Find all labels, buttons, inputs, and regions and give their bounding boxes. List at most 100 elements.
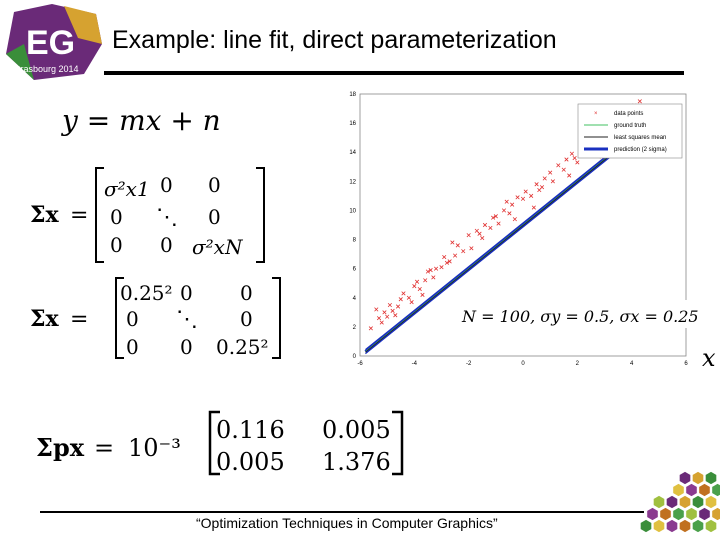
data-point <box>425 269 430 274</box>
data-point <box>444 260 450 265</box>
data-point <box>466 233 471 238</box>
logo-green-shape <box>6 44 34 80</box>
data-point <box>515 195 520 200</box>
data-point <box>561 167 566 172</box>
data-point <box>550 179 555 184</box>
matrix2-r3c3: 0.25² <box>216 335 269 359</box>
matrix1-r3c1: 0 <box>110 233 123 257</box>
sigma-x-matrix-2: Σx = 0.25² 0 0 0 ⋱ 0 0 0 0.25² <box>30 277 281 359</box>
legend-truth: ground truth <box>614 123 646 129</box>
noise-params: N = 100, σy = 0.5, σx = 0.25 <box>461 307 699 326</box>
data-point <box>520 196 526 201</box>
x-tick-label: -6 <box>357 361 363 367</box>
matrix2-ddots: ⋱ <box>176 307 198 332</box>
matrix1-r3c2: 0 <box>160 233 173 257</box>
data-point <box>564 157 569 162</box>
data-point <box>433 266 439 271</box>
logo-subtext: Strasbourg 2014 <box>12 64 79 74</box>
data-point <box>488 225 493 230</box>
data-point <box>420 292 425 297</box>
y-tick-label: 0 <box>353 354 357 360</box>
hexagon-tile <box>685 483 698 497</box>
logo-orange-shape <box>64 6 102 44</box>
data-point <box>529 193 534 198</box>
y-ticks: 0 2 4 6 8 10 12 14 16 18 <box>349 92 356 360</box>
hexagon-tile <box>666 495 678 509</box>
data-point <box>531 205 536 210</box>
matrix1-ddots: ⋱ <box>156 205 178 230</box>
least-squares-line <box>365 120 654 353</box>
matrix2-r1c3: 0 <box>240 281 253 305</box>
y-tick-label: 14 <box>349 150 356 156</box>
result-right-bracket <box>392 410 404 476</box>
hexagon-tile <box>640 519 652 533</box>
data-point <box>442 254 447 260</box>
y-tick-label: 8 <box>353 238 357 244</box>
data-point <box>385 314 390 319</box>
hexagon-tile <box>672 483 685 497</box>
hexagon-tile <box>679 495 691 509</box>
x-tick-label: 6 <box>684 361 688 367</box>
data-point <box>406 295 411 300</box>
data-point <box>523 189 528 194</box>
data-point <box>556 163 561 168</box>
hexagon-tile <box>653 519 665 533</box>
data-point <box>368 326 373 331</box>
hexagon-tile <box>653 495 665 509</box>
x-tick-label: 2 <box>576 361 580 367</box>
result-left-bracket <box>208 410 220 476</box>
result-a: 0.116 <box>216 416 285 444</box>
data-point <box>496 221 501 226</box>
data-point <box>439 265 444 270</box>
data-point <box>412 284 417 289</box>
legend-points: data points <box>614 111 643 117</box>
x-tick-label: 4 <box>630 361 634 367</box>
matrix1-r2c3: 0 <box>208 205 221 229</box>
sigma-x-label-2: Σx <box>30 306 60 332</box>
data-point <box>409 300 414 305</box>
data-point <box>504 199 509 204</box>
matrix1-right-bracket <box>256 167 265 263</box>
eg-logo: EG Strasbourg 2014 <box>6 4 102 80</box>
footer-rule <box>40 511 644 513</box>
matrix1-left-bracket <box>95 167 104 263</box>
matrix1-r1c2: 0 <box>160 173 173 197</box>
data-point <box>501 208 507 213</box>
hexagon-tile <box>666 519 678 533</box>
data-point <box>379 320 384 325</box>
hexagon-tile <box>679 471 691 485</box>
result-b: 0.005 <box>322 416 391 444</box>
sigma-px-label: Σpx <box>36 433 85 462</box>
y-tick-label: 10 <box>349 208 356 214</box>
title-underline <box>104 71 684 75</box>
y-tick-label: 6 <box>353 267 357 273</box>
data-point <box>482 222 488 228</box>
matrix2-right-bracket <box>272 277 281 359</box>
data-point <box>417 286 422 292</box>
matrix2-r3c2: 0 <box>180 335 193 359</box>
data-point <box>453 253 458 258</box>
x-axis-label: x <box>702 344 716 372</box>
hexagon-cluster <box>640 471 720 533</box>
data-point <box>428 268 433 273</box>
data-point <box>512 217 517 222</box>
matrix2-r2c1: 0 <box>126 307 139 331</box>
hexagon-tile <box>711 483 720 497</box>
hexagon-tile <box>692 495 704 509</box>
model-equation: y = mx + n <box>62 104 221 137</box>
hexagon-tile <box>692 519 704 533</box>
data-point <box>572 155 577 161</box>
sigma-x-label-1: Σx <box>30 202 60 228</box>
params-backdrop <box>456 300 712 328</box>
matrix1-r2c1: 0 <box>110 205 123 229</box>
y-tick-label: 12 <box>349 179 356 185</box>
matrix1-r1c3: 0 <box>208 173 221 197</box>
hexagon-tile <box>659 507 672 521</box>
data-point <box>575 160 580 165</box>
matrix2-r1c2: 0 <box>180 281 193 305</box>
matrix1-r1c1: σ²x1 <box>104 177 150 201</box>
data-point <box>493 214 498 219</box>
y-tick-label: 16 <box>349 121 356 127</box>
matrix2-left-bracket <box>115 277 124 359</box>
equals-sign-3: = <box>94 434 114 462</box>
